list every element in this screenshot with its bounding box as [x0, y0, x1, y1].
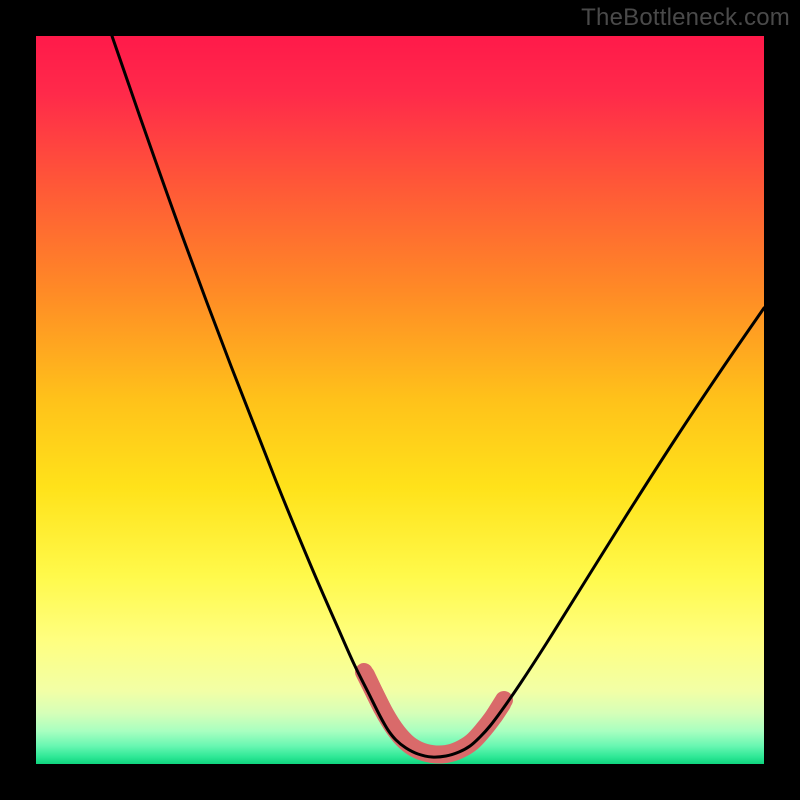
- curve-layer: [36, 36, 764, 764]
- plot-area: [36, 36, 764, 764]
- watermark-text: TheBottleneck.com: [581, 4, 790, 32]
- bottleneck-curve: [112, 36, 764, 757]
- chart-frame: TheBottleneck.com: [0, 0, 800, 800]
